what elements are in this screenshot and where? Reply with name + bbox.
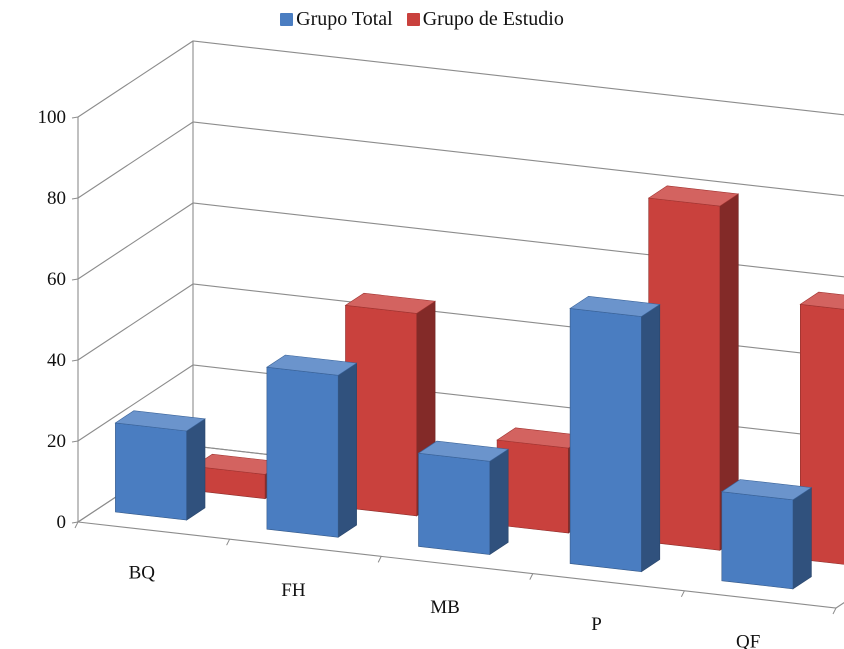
bar-top bbox=[569, 295, 661, 317]
y-tick-mark bbox=[71, 116, 79, 119]
gridlines bbox=[71, 40, 844, 615]
category-tick-mark bbox=[529, 573, 534, 580]
bar-front bbox=[418, 452, 491, 555]
legend-label-series-1: Grupo Total bbox=[296, 8, 393, 30]
bar bbox=[417, 440, 510, 556]
category-label: BQ bbox=[129, 563, 156, 584]
y-tick-label: 80 bbox=[47, 188, 66, 209]
category-label: FH bbox=[281, 580, 306, 601]
category-tick-mark bbox=[377, 556, 382, 563]
legend-swatch-series-2 bbox=[406, 13, 420, 26]
bar-side bbox=[489, 448, 509, 556]
y-tick-mark bbox=[71, 197, 79, 200]
y-tick-mark bbox=[71, 359, 79, 362]
bar bbox=[569, 295, 661, 573]
bar bbox=[266, 354, 358, 538]
bar-top bbox=[114, 410, 206, 432]
y-tick-mark bbox=[71, 278, 79, 281]
category-tick-mark bbox=[74, 521, 79, 529]
category-label: P bbox=[591, 614, 602, 635]
legend-label-series-2: Grupo de Estudio bbox=[422, 8, 564, 30]
bar-side bbox=[337, 362, 357, 538]
bars bbox=[114, 185, 844, 590]
bar bbox=[344, 292, 436, 517]
y-tick-label: 20 bbox=[47, 431, 66, 452]
y-tick-mark bbox=[71, 440, 79, 443]
y-tick-label: 0 bbox=[57, 512, 67, 533]
category-label: MB bbox=[430, 597, 460, 618]
bar-top bbox=[417, 440, 510, 462]
legend: Grupo Total Grupo de Estudio bbox=[0, 8, 844, 31]
legend-item-series-2: Grupo de Estudio bbox=[406, 8, 564, 31]
bar bbox=[720, 479, 813, 590]
bar-side bbox=[641, 303, 661, 573]
y-axis: 0 20 40 60 80 100 bbox=[38, 107, 67, 533]
bar-front bbox=[569, 308, 642, 573]
bar-side bbox=[792, 487, 812, 590]
category-tick-mark bbox=[226, 538, 231, 546]
bar-side bbox=[186, 418, 206, 521]
bar-top bbox=[799, 291, 844, 310]
bar-front bbox=[266, 366, 339, 538]
bar-front bbox=[115, 422, 187, 521]
bar-front bbox=[721, 491, 794, 590]
y-tick-label: 60 bbox=[47, 269, 66, 290]
y-tick-mark bbox=[71, 521, 79, 524]
bar bbox=[114, 410, 206, 521]
y-tick-label: 100 bbox=[38, 107, 67, 128]
bar-top bbox=[266, 354, 358, 376]
y-tick-label: 40 bbox=[47, 350, 66, 371]
bar-top bbox=[720, 479, 813, 501]
legend-item-series-1: Grupo Total bbox=[280, 8, 393, 31]
category-tick-mark bbox=[832, 607, 837, 615]
category-label: QF bbox=[736, 631, 760, 649]
bar-top bbox=[647, 185, 740, 207]
x-axis: BQ FH MB P QF bbox=[129, 563, 761, 649]
category-tick-mark bbox=[680, 590, 685, 598]
legend-swatch-series-1 bbox=[280, 13, 294, 26]
bar-top bbox=[344, 292, 436, 314]
